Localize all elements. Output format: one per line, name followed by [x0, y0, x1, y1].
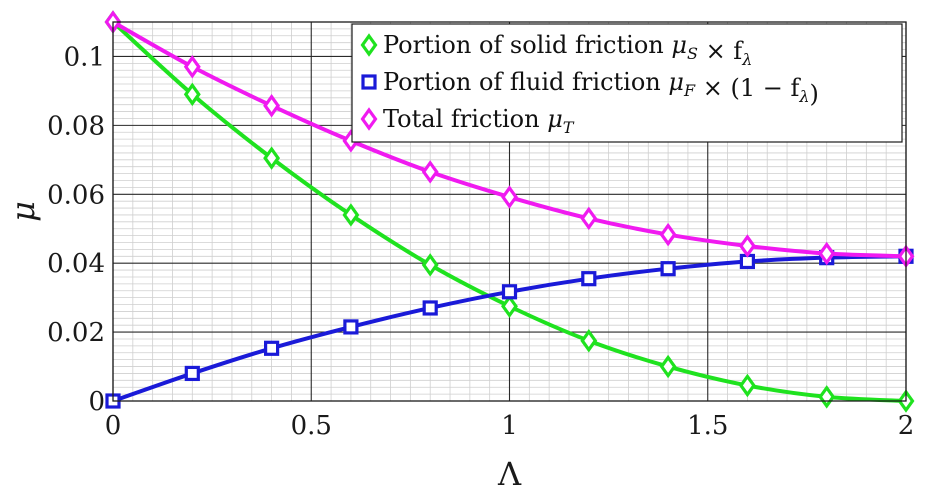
data-point-square [264, 340, 280, 356]
data-point-diamond [263, 93, 281, 118]
data-point-diamond [183, 82, 201, 107]
data-point-diamond [818, 241, 836, 266]
data-point-diamond [421, 160, 439, 184]
legend-label-part: λ [798, 87, 809, 106]
legend-label-part: μ [671, 31, 687, 59]
x-tick-label: 0.5 [291, 411, 332, 441]
x-axis-title: Λ [497, 455, 522, 493]
y-axis-title: μ [4, 201, 42, 222]
legend-label-part: μ [547, 105, 563, 133]
x-tick-label: 2 [898, 411, 915, 441]
data-point-diamond [659, 222, 677, 247]
data-point-square [343, 319, 359, 335]
legend-item: Portion of solid friction μS × fλ [360, 31, 752, 69]
axes-box [112, 21, 907, 402]
data-point-diamond [738, 234, 756, 258]
legend-label-part: Portion of solid friction [383, 31, 671, 59]
legend-label-part: × (1 − f [695, 74, 801, 102]
legend-label-part: F [683, 81, 696, 100]
data-point-diamond [580, 328, 598, 353]
data-point-square [184, 365, 200, 382]
y-tick-label: 0 [88, 387, 105, 417]
legend-label-part: Total friction [383, 105, 547, 133]
legend-label-part: μ [668, 68, 684, 96]
y-tick-label: 0.08 [47, 111, 105, 141]
legend-label: Total friction μT [383, 105, 575, 137]
legend-label: Portion of solid friction μS × fλ [383, 31, 752, 69]
legend-label-part: T [563, 118, 575, 137]
legend-label-part: λ [741, 50, 752, 69]
series-line [111, 20, 907, 403]
series-1 [105, 248, 914, 409]
series-2 [104, 10, 915, 269]
x-tick-label: 1.5 [687, 411, 728, 441]
data-point-diamond [659, 354, 677, 379]
data-point-diamond [183, 55, 201, 79]
legend-marker-diamond [360, 33, 378, 57]
y-tick-label: 0.04 [47, 249, 105, 279]
legend-item: Portion of fluid friction μF × (1 − fλ) [361, 68, 819, 108]
y-tick-label: 0.02 [47, 318, 105, 348]
legend-marker-square [361, 74, 377, 90]
x-tick-label: 0 [105, 411, 122, 441]
data-point-square [660, 261, 676, 277]
axes-frame [112, 21, 907, 402]
series-line [112, 254, 907, 403]
series-line [112, 20, 907, 259]
legend-item: Total friction μT [360, 105, 575, 137]
x-tick-label: 1 [501, 411, 518, 441]
legend-marker-diamond [360, 107, 378, 131]
legend-label-part: ) [809, 80, 818, 108]
y-tick-label: 0.06 [47, 180, 105, 210]
data-point-diamond [501, 185, 518, 209]
data-point-square [422, 300, 438, 316]
legend-label-part: S [687, 44, 698, 63]
data-point-diamond [738, 373, 756, 398]
series-layer [104, 10, 915, 413]
legend-box [351, 23, 903, 143]
data-point-square [501, 284, 518, 300]
data-point-square [581, 271, 597, 287]
y-tick-label: 0.1 [64, 42, 105, 72]
legend-label-part: × f [698, 37, 744, 65]
tick-labels: 0 0.5 1 1.5 2 0 0.02 0.04 0.06 0.08 0.1 [47, 42, 914, 441]
data-point-diamond [342, 203, 360, 227]
data-point-diamond [501, 294, 518, 318]
data-point-diamond [263, 146, 281, 170]
data-point-diamond [580, 206, 598, 231]
legend: Portion of solid friction μS × fλPortion… [351, 23, 903, 143]
data-point-diamond [421, 253, 439, 277]
legend-label-part: Portion of fluid friction [383, 68, 668, 96]
legend-label: Portion of fluid friction μF × (1 − fλ) [383, 68, 819, 108]
